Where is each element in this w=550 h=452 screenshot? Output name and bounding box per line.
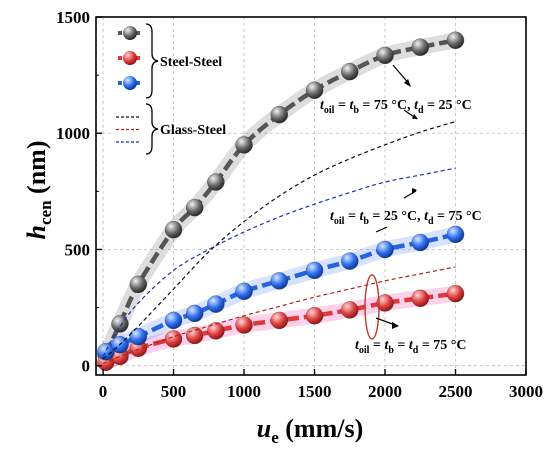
annotation-arrowhead-red xyxy=(392,322,399,329)
legend-marker-steel xyxy=(123,76,137,90)
legend-label-glass-steel: Glass-Steel xyxy=(160,123,226,138)
series-line-dashed-4 xyxy=(102,266,456,364)
data-point xyxy=(207,173,225,191)
x-tick-label: 1500 xyxy=(298,382,332,401)
data-point xyxy=(446,284,465,303)
legend-marker-steel xyxy=(123,26,137,40)
legend-brace-glass xyxy=(145,103,159,155)
data-point xyxy=(305,261,324,280)
y-tick-label: 0 xyxy=(82,357,91,376)
data-point xyxy=(305,81,324,99)
data-point xyxy=(207,295,225,313)
tick-labels: 0 500 1000 1500 2000 2500 3000 0 500 1000 1500 xyxy=(56,8,543,401)
data-point xyxy=(411,289,429,307)
y-tick-label: 1500 xyxy=(56,8,90,27)
x-tick-label: 3000 xyxy=(509,382,543,401)
legend-label-steel-steel: Steel-Steel xyxy=(160,55,222,70)
data-point xyxy=(186,326,204,345)
legend-marker-steel xyxy=(123,51,137,65)
annotation-text-top: toil = tb = 75 °C, td = 25 °C xyxy=(320,98,472,116)
data-point xyxy=(164,330,183,348)
x-tick-label: 2500 xyxy=(439,382,473,401)
series-layer xyxy=(97,31,465,371)
data-point xyxy=(270,105,288,124)
data-point xyxy=(376,240,394,259)
data-point xyxy=(235,282,253,300)
annotations: toil = tb = 75 °C, td = 25 °C toil = tb … xyxy=(320,64,482,356)
data-point xyxy=(446,225,465,244)
data-point xyxy=(411,233,429,252)
data-point xyxy=(129,327,147,346)
y-tick-label: 1000 xyxy=(56,124,90,143)
data-point xyxy=(305,307,324,325)
data-point xyxy=(270,272,288,290)
x-tick-label: 0 xyxy=(99,382,108,401)
data-point xyxy=(207,322,225,340)
data-point xyxy=(235,136,253,154)
x-tick-label: 1000 xyxy=(227,382,261,401)
data-point xyxy=(97,343,115,361)
x-axis-title: ue (mm/s) xyxy=(257,414,364,447)
axes-frame xyxy=(95,16,527,376)
data-point xyxy=(376,46,394,65)
data-point xyxy=(376,294,394,312)
annotation-arrowhead-gray xyxy=(404,79,411,87)
annotation-text-middle: toil = tb = 25 °C, td = 75 °C xyxy=(330,209,482,227)
data-point xyxy=(186,198,204,217)
data-point xyxy=(341,252,359,270)
data-point xyxy=(341,62,359,81)
data-point xyxy=(164,221,183,239)
data-point xyxy=(341,301,359,319)
data-point xyxy=(186,304,204,323)
annotation-text-bottom: toil = tb = td = 75 °C xyxy=(355,338,467,356)
plot-frame xyxy=(95,16,527,376)
data-point xyxy=(411,38,429,56)
x-tick-label: 500 xyxy=(161,382,187,401)
data-point xyxy=(446,31,465,49)
data-point xyxy=(270,311,288,330)
series-line-dashed-3 xyxy=(102,121,456,360)
annotation-arrow-blue2 xyxy=(375,226,388,233)
legend-brace-steel xyxy=(145,23,159,99)
y-axis-title: hcen (nm) xyxy=(22,141,55,240)
legend: Steel-Steel Glass-Steel xyxy=(112,18,226,155)
data-point xyxy=(164,311,183,330)
annotation-arrowhead-blue xyxy=(412,188,417,194)
annotation-ellipse xyxy=(364,274,380,340)
x-tick-label: 2000 xyxy=(368,382,402,401)
y-tick-label: 500 xyxy=(65,240,91,259)
data-point xyxy=(129,275,147,293)
series-line-dashed-5 xyxy=(102,167,456,357)
data-point xyxy=(235,316,253,334)
annotation-arrowhead-glass xyxy=(412,114,418,119)
